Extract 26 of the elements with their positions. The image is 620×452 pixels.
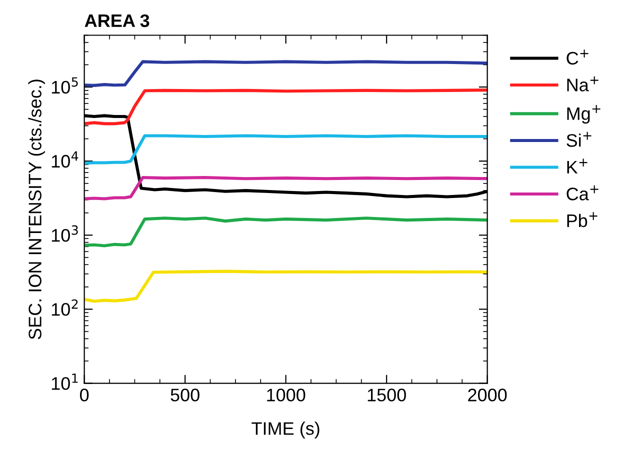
y-tick-label: 10$^{1}$	[52, 374, 78, 390]
x-tick-label: 1000	[267, 388, 306, 402]
x-tick-label: 0	[80, 388, 89, 402]
line-series	[84, 176, 488, 200]
legend-label: K$^{+}$	[567, 158, 588, 174]
legend-label: Pb$^{+}$	[567, 212, 598, 228]
x-tick-label: 1500	[368, 388, 406, 402]
chart-title: AREA 3	[84, 14, 150, 28]
x-tick-label: 2000	[468, 388, 507, 402]
line-series	[84, 88, 488, 126]
line-series	[84, 60, 488, 87]
legend-label: Si$^{+}$	[566, 132, 592, 147]
legend-label: C$^{+}$	[566, 50, 588, 65]
y-tick-label: 10$^{5}$	[52, 77, 78, 94]
line-series	[84, 216, 488, 248]
line-series	[84, 134, 488, 165]
y-tick-label: 10$^{3}$	[52, 225, 78, 242]
x-axis-title: TIME (s)	[252, 422, 320, 438]
legend-label: Ca$^{+}$	[566, 185, 598, 200]
legend-label: Na$^{+}$	[567, 76, 598, 92]
x-tick-label: 500	[170, 388, 200, 402]
y-axis-title: SEC. ION INTENSITY (cts./sec.)	[28, 80, 46, 340]
y-tick-label: 10$^{4}$	[52, 151, 78, 168]
y-tick-label: 10$^{2}$	[52, 299, 78, 316]
legend-label: Mg$^{+}$	[567, 105, 600, 124]
line-series	[84, 270, 488, 303]
